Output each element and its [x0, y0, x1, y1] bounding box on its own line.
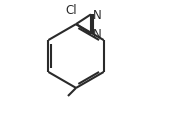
Text: N: N	[93, 28, 102, 41]
Text: N: N	[93, 9, 102, 22]
Text: Cl: Cl	[66, 4, 77, 17]
